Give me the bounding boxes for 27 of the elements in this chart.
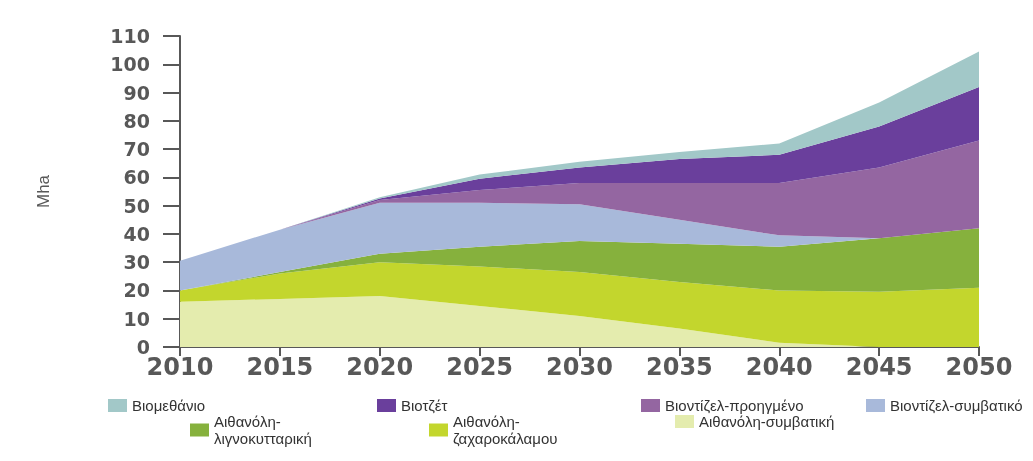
y-tick-label: 70	[123, 138, 150, 161]
x-tick-label: 2015	[246, 353, 314, 381]
legend-label: Βιοντίζελ-προηγμένο	[665, 397, 804, 414]
y-tick-label: 110	[110, 25, 150, 47]
x-tick-label: 2025	[446, 353, 514, 381]
x-tick-label: 2030	[546, 353, 613, 381]
y-tick-label: 10	[123, 307, 150, 330]
legend-label: Βιοντίζελ-συμβατικό	[890, 397, 1023, 414]
y-tick-label: 50	[123, 194, 150, 217]
x-tick-label: 2020	[346, 353, 414, 381]
y-tick-label: 40	[123, 222, 150, 245]
x-tick-label: 2035	[645, 353, 713, 381]
y-tick-label: 30	[123, 251, 150, 274]
legend-label: Βιομεθάνιο	[132, 397, 206, 414]
x-tick-label: 2045	[845, 353, 913, 381]
legend-label: Αιθανόλη-λιγνοκυτταρική	[214, 413, 312, 447]
legend-label: Αιθανόλη-συμβατική	[699, 413, 835, 430]
x-tick-label: 2040	[745, 353, 813, 381]
y-tick-label: 90	[123, 81, 150, 104]
y-tick-label: 60	[123, 166, 150, 189]
x-tick-label: 2050	[945, 353, 1013, 381]
legend-label: Αιθανόλη-ζαχαροκάλαμου	[453, 413, 558, 447]
y-tick-label: 100	[110, 53, 150, 76]
y-axis-title: Mha	[34, 174, 53, 209]
legend-label: Βιοτζέτ	[401, 397, 448, 414]
y-tick-label: 20	[123, 279, 150, 302]
y-tick-label: 80	[123, 109, 150, 132]
